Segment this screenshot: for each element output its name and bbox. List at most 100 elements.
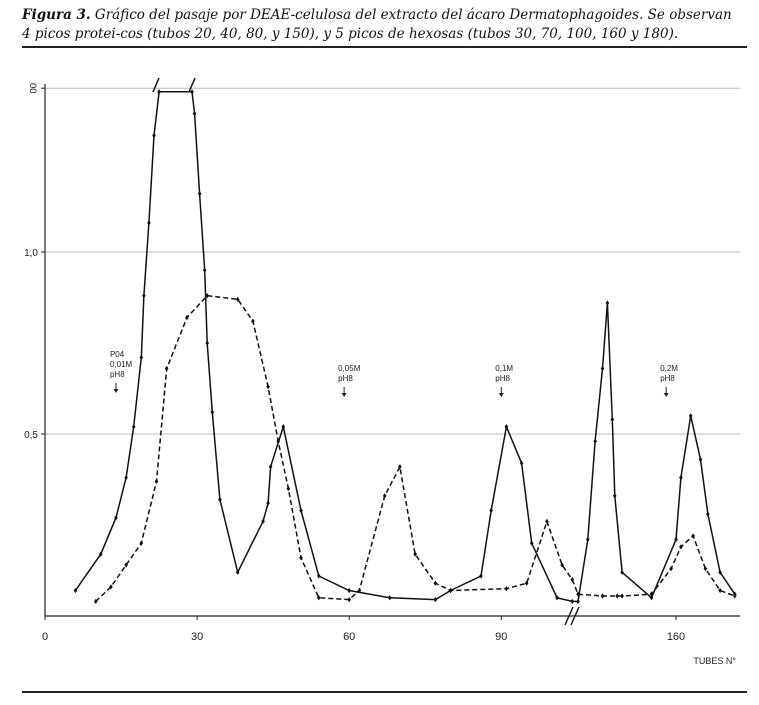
data-point	[205, 340, 210, 346]
figure-caption-text: Gráfico del pasaje por DEAE-celulosa del…	[22, 7, 732, 42]
figure-label: Figura 3.	[22, 7, 91, 23]
data-point	[276, 438, 281, 444]
data-point	[529, 540, 534, 546]
data-point	[489, 507, 493, 514]
series	[73, 77, 737, 605]
data-point	[560, 562, 564, 568]
data-point	[610, 416, 615, 423]
data-point	[164, 365, 169, 372]
data-point	[600, 593, 605, 599]
off-scale-mark-right	[188, 77, 196, 93]
data-point	[504, 424, 509, 430]
bottom-rule	[22, 691, 747, 693]
annotation-label: 0,1M	[495, 364, 513, 373]
data-point	[555, 595, 559, 601]
annotation-arrowhead	[113, 389, 119, 393]
annotation-arrowhead	[663, 393, 669, 397]
annotation-label: pH8	[660, 374, 675, 383]
data-point	[185, 314, 189, 321]
data-point	[570, 577, 575, 583]
annotation-label: P04	[110, 350, 125, 359]
data-point	[615, 593, 619, 599]
data-point	[261, 518, 265, 524]
data-point	[266, 500, 270, 506]
data-point	[124, 562, 128, 568]
data-point	[669, 566, 673, 572]
data-point	[109, 584, 113, 590]
data-point	[235, 296, 240, 302]
x-tick-label: 90	[495, 631, 507, 643]
data-point	[347, 597, 351, 603]
data-point	[679, 544, 683, 550]
data-point	[286, 486, 291, 492]
data-point	[139, 540, 144, 546]
data-point	[152, 132, 156, 139]
data-point	[357, 587, 362, 594]
off-scale-mark-left	[152, 77, 160, 93]
data-point	[190, 89, 194, 95]
data-point	[192, 111, 197, 117]
data-point	[299, 555, 303, 561]
data-point	[593, 438, 597, 444]
data-point	[124, 475, 128, 481]
x-tick-label: 0	[42, 631, 48, 643]
data-point	[131, 424, 136, 430]
annotation-arrowhead	[341, 393, 347, 397]
data-point	[519, 460, 524, 466]
data-point	[154, 478, 159, 484]
data-point	[382, 493, 387, 499]
data-point	[688, 413, 693, 419]
data-point	[679, 475, 683, 481]
y-tick-label: 1,0	[24, 248, 38, 259]
data-point	[718, 587, 722, 594]
data-point	[706, 511, 710, 517]
data-point	[98, 551, 103, 557]
annotation-label: 0,01M	[110, 360, 133, 369]
axis-break-mark-right	[570, 606, 580, 626]
data-point	[218, 496, 222, 503]
data-point	[570, 598, 575, 605]
annotation-label: pH8	[338, 374, 353, 383]
data-point	[268, 464, 273, 470]
data-point	[674, 536, 678, 543]
annotation-label: pH8	[495, 374, 510, 383]
data-point	[299, 507, 303, 514]
x-axis-label: TUBES N°	[693, 656, 736, 666]
data-point	[235, 569, 240, 575]
data-point	[266, 384, 270, 390]
y-tick-label: 00	[29, 83, 40, 94]
x-tick-label: 30	[191, 631, 203, 643]
data-point	[147, 220, 151, 226]
data-point	[620, 593, 624, 599]
x-tick-label: 60	[343, 631, 355, 643]
annotation-label: 0,05M	[338, 364, 361, 373]
data-point	[316, 573, 321, 579]
dashed-series-line	[95, 294, 573, 602]
data-point	[157, 89, 161, 95]
data-point	[73, 587, 78, 594]
x-axis-break	[564, 606, 580, 626]
solid-series-line	[74, 91, 573, 603]
data-point	[620, 569, 624, 575]
data-point	[142, 293, 146, 299]
data-point	[433, 580, 438, 586]
data-point	[210, 409, 215, 415]
data-point	[649, 591, 654, 597]
data-point	[433, 597, 438, 603]
data-point	[114, 515, 118, 521]
annotation-label: 0,2M	[660, 364, 678, 373]
data-point	[197, 191, 202, 197]
data-point	[576, 598, 580, 605]
data-point	[612, 493, 617, 499]
data-point	[281, 424, 286, 430]
data-point	[691, 533, 695, 539]
data-point	[202, 267, 207, 273]
data-point	[448, 587, 453, 594]
axes	[44, 84, 740, 626]
solid-series-line	[577, 302, 736, 602]
data-point	[733, 593, 737, 599]
data-point	[347, 587, 351, 594]
y-tick-label: 0,5	[24, 430, 38, 441]
